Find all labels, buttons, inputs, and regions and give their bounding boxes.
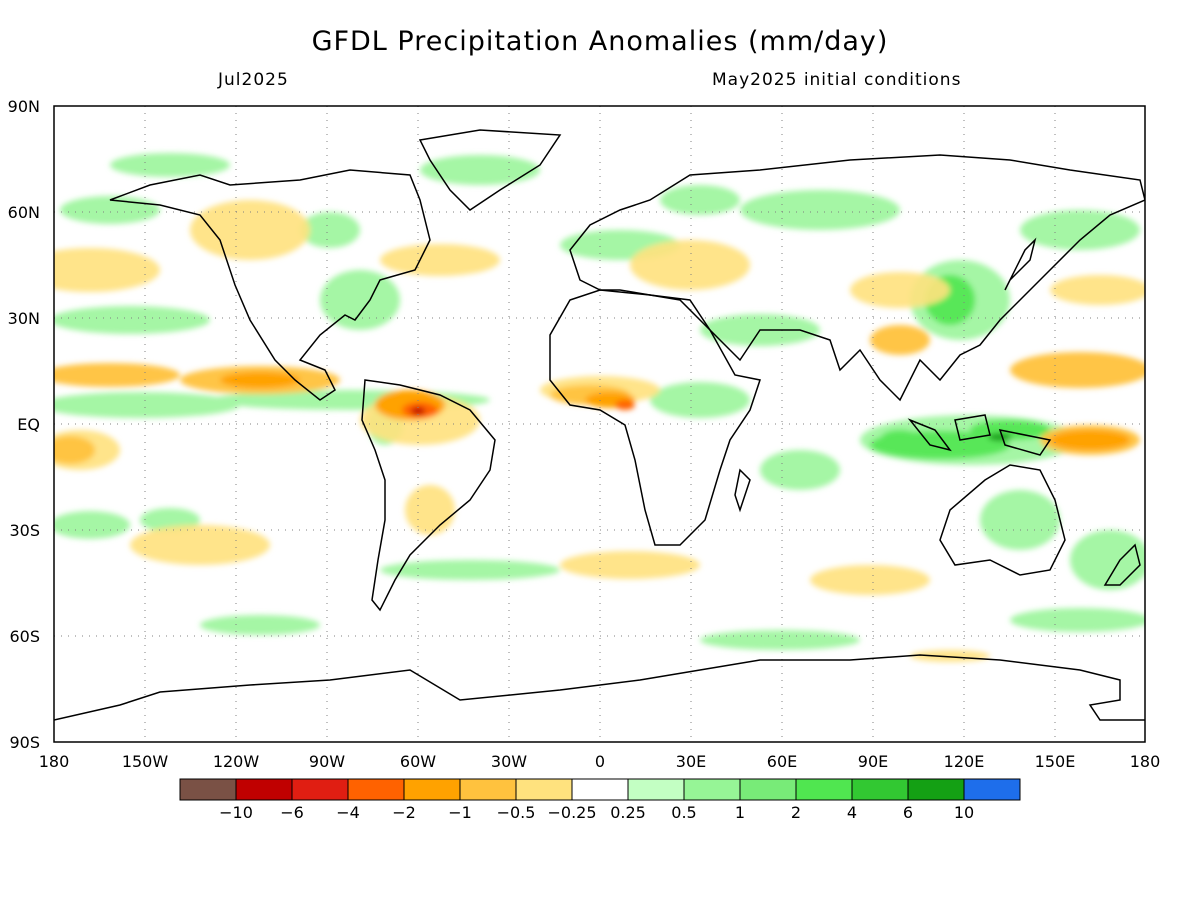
lat-tick-label: 60S [9, 627, 40, 646]
colorbar-label: −2 [392, 803, 416, 822]
lat-tick-label: 30N [8, 309, 40, 328]
lon-tick-label: 150W [122, 752, 169, 771]
map-title: GFDL Precipitation Anomalies (mm/day) [311, 26, 889, 57]
colorbar-label: −0.25 [547, 803, 596, 822]
valid-month-label: Jul2025 [218, 70, 289, 90]
lat-tick-label: 90S [9, 733, 40, 752]
colorbar-swatch [515, 778, 573, 801]
colorbar-label: −6 [280, 803, 304, 822]
plot-frame [53, 105, 1146, 743]
colorbar-label: −1 [448, 803, 472, 822]
coastlines [54, 129, 1145, 721]
colorbar-label: 0.5 [671, 803, 696, 822]
colorbar-label: −4 [336, 803, 360, 822]
anomaly-field [54, 153, 1145, 662]
lon-tick-label: 120E [944, 752, 985, 771]
colorbar-swatch [403, 778, 461, 801]
graticule [54, 106, 1145, 742]
lon-tick-label: 0 [595, 752, 605, 771]
lon-tick-label: 150E [1035, 752, 1076, 771]
lat-tick-label: 30S [9, 521, 40, 540]
colorbar-label: −10 [219, 803, 253, 822]
lon-tick-label: 180 [39, 752, 70, 771]
longitude-axis: 180 150W 120W 90W 60W 30W 0 30E 60E 90E … [39, 752, 1161, 771]
lon-tick-label: 90E [858, 752, 888, 771]
lat-tick-label: 90N [8, 97, 40, 116]
colorbar-swatch [571, 778, 629, 801]
colorbar-swatch [459, 778, 517, 801]
colorbar-swatch [235, 778, 293, 801]
colorbar-swatch [907, 778, 965, 801]
lon-tick-label: 180 [1130, 752, 1161, 771]
lon-tick-label: 60W [400, 752, 436, 771]
colorbar-label: 2 [791, 803, 801, 822]
colorbar-label: 6 [903, 803, 913, 822]
lon-tick-label: 30E [676, 752, 706, 771]
colorbar-swatch [347, 778, 405, 801]
colorbar-label: −0.5 [497, 803, 536, 822]
colorbar-swatch [963, 778, 1021, 801]
colorbar-label: 0.25 [610, 803, 646, 822]
colorbar-swatch [291, 778, 349, 801]
colorbar-label: 1 [735, 803, 745, 822]
lon-tick-label: 60E [767, 752, 797, 771]
lon-tick-label: 120W [213, 752, 260, 771]
lat-tick-label: EQ [17, 415, 40, 434]
colorbar-label: 4 [847, 803, 857, 822]
colorbar: −10 −6 −4 −2 −1 −0.5 −0.25 0.25 0.5 1 2 4 6 10 [179, 778, 1021, 822]
colorbar-swatch [627, 778, 685, 801]
lat-tick-label: 60N [8, 203, 40, 222]
init-conditions-label: May2025 initial conditions [712, 70, 962, 90]
latitude-axis: 90N 60N 30N EQ 30S 60S 90S [8, 97, 40, 752]
colorbar-swatch [179, 778, 237, 801]
colorbar-swatch [739, 778, 797, 801]
lon-tick-label: 30W [491, 752, 527, 771]
lon-tick-label: 90W [309, 752, 345, 771]
colorbar-swatch [795, 778, 853, 801]
colorbar-swatch [683, 778, 741, 801]
colorbar-label: 10 [954, 803, 974, 822]
colorbar-swatch [851, 778, 909, 801]
